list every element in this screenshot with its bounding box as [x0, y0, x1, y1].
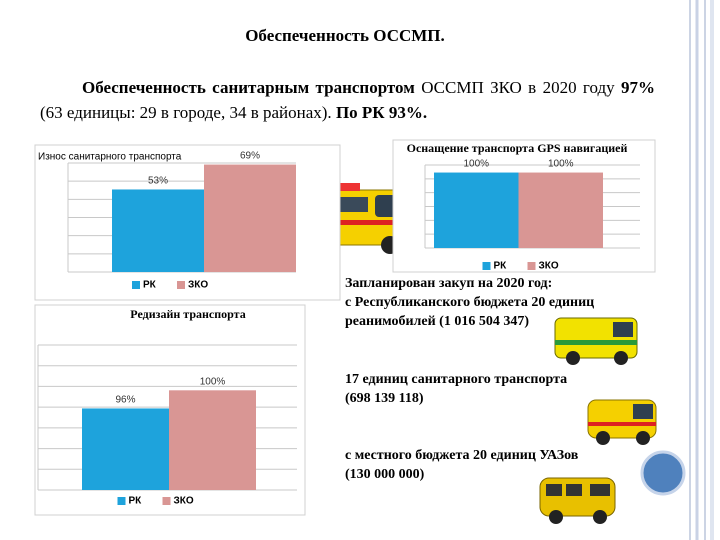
- chart-title: Оснащение транспорта GPS навигацией: [407, 141, 628, 155]
- uaz-van: [539, 477, 616, 524]
- ambulance: [587, 399, 657, 445]
- text-run: Обеспеченность санитарным транспортом: [82, 78, 415, 97]
- text-run: По РК 93%.: [335, 103, 428, 122]
- text-run: 97%: [621, 78, 656, 97]
- plan-line: с Республиканского бюджета 20 единиц: [345, 295, 595, 310]
- legend-swatch: [482, 262, 491, 270]
- plan-line: с местного бюджета 20 единиц УАЗов: [345, 448, 579, 463]
- bar: [82, 408, 169, 490]
- bar: [434, 172, 519, 248]
- legend-swatch: [117, 497, 126, 505]
- bar: [204, 164, 296, 272]
- legend-label: ЗКО: [174, 496, 194, 507]
- plan-line: (698 139 118): [345, 391, 424, 406]
- legend-label: ЗКО: [539, 261, 559, 272]
- data-label: 69%: [240, 151, 260, 162]
- legend-swatch: [527, 262, 536, 270]
- decor-circle: [640, 450, 686, 496]
- plan-line: 17 единиц санитарного транспорта: [345, 372, 568, 387]
- chart-title: Износ санитарного транспорта: [38, 152, 182, 163]
- border-decoration: [689, 0, 714, 540]
- plan-line: реанимобилей (1 016 504 347): [345, 314, 530, 329]
- data-label: 100%: [200, 376, 226, 387]
- legend-label: РК: [494, 261, 508, 272]
- legend-swatch: [132, 281, 140, 289]
- legend-label: РК: [129, 496, 143, 507]
- chart-title: Редизайн транспорта: [130, 307, 245, 321]
- legend-swatch: [162, 497, 171, 505]
- ambulance: [554, 317, 638, 365]
- summary-paragraph: Обеспеченность санитарным транспортом ОС…: [40, 75, 655, 125]
- text-run: ОССМП ЗКО в 2020 году: [414, 78, 622, 97]
- legend-label: РК: [143, 280, 157, 291]
- plan-line: Запланирован закуп на 2020 год:: [345, 276, 553, 291]
- text-run: (63 единицы: 29 в городе, 34 в районах).: [40, 103, 336, 122]
- legend-label: ЗКО: [188, 280, 208, 291]
- plan-line: (130 000 000): [345, 467, 425, 482]
- slide-title: Обеспеченность ОССМП.: [245, 26, 445, 45]
- bar: [169, 390, 256, 490]
- legend-swatch: [177, 281, 185, 289]
- bar: [518, 172, 603, 248]
- bar: [112, 189, 204, 272]
- data-label: 100%: [548, 159, 574, 170]
- data-label: 100%: [463, 159, 489, 170]
- data-label: 96%: [115, 394, 135, 405]
- data-label: 53%: [148, 175, 168, 186]
